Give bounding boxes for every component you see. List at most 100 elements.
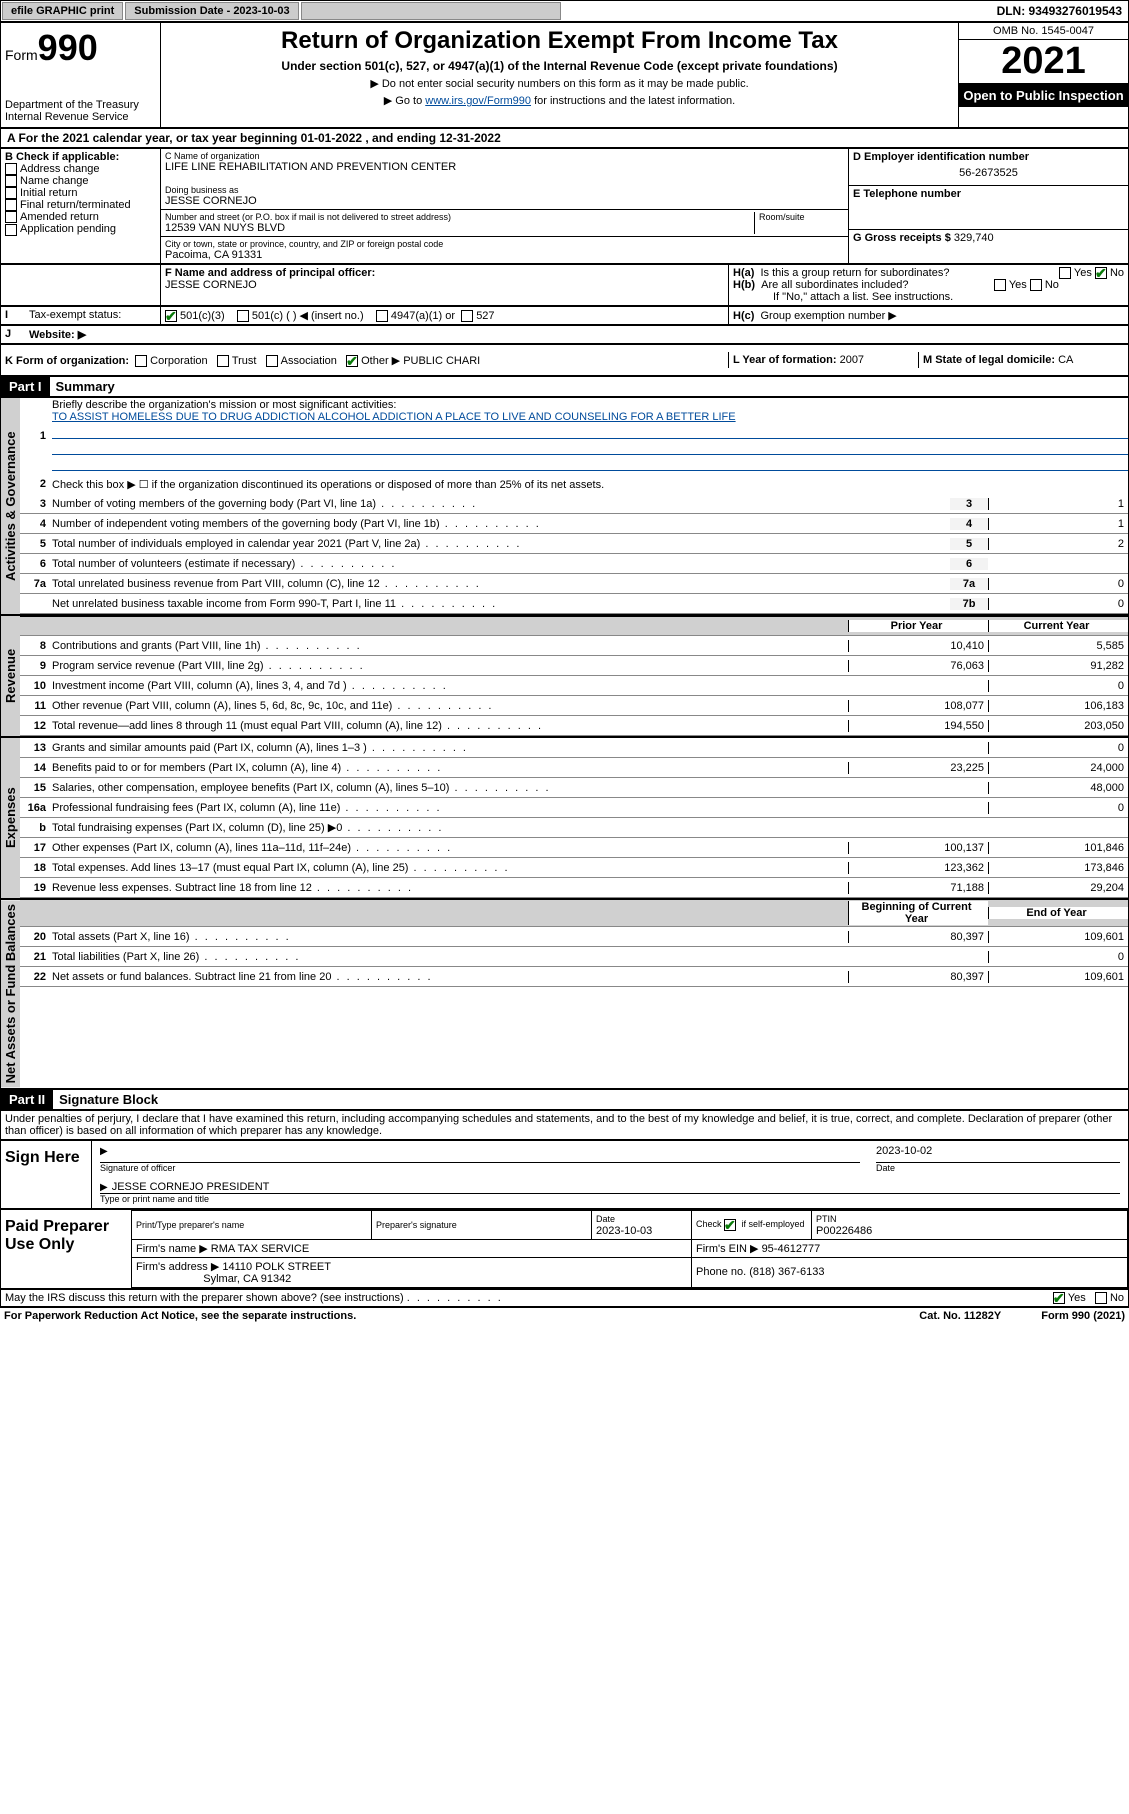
- chk-ha-yes[interactable]: [1059, 267, 1071, 279]
- mission-text: TO ASSIST HOMELESS DUE TO DRUG ADDICTION…: [52, 411, 736, 423]
- i-label: Tax-exempt status:: [25, 307, 161, 324]
- tax-year: 2021: [959, 40, 1128, 84]
- part1-title: Summary: [50, 379, 115, 394]
- sig-officer-label: Signature of officer: [100, 1163, 860, 1173]
- summary-line-6: 6Total number of volunteers (estimate if…: [20, 554, 1128, 574]
- no-label: No: [1110, 267, 1124, 279]
- part2-badge: Part II: [1, 1090, 53, 1109]
- chk-corp[interactable]: [135, 355, 147, 367]
- preparer-table: Print/Type preparer's name Preparer's si…: [131, 1210, 1128, 1288]
- efile-print-button[interactable]: efile GRAPHIC print: [2, 2, 123, 20]
- yes-label-3: Yes: [1068, 1292, 1086, 1304]
- hdr-end-year: End of Year: [988, 907, 1128, 919]
- firm-ein-value: 95-4612777: [762, 1243, 821, 1255]
- firm-phone-value: (818) 367-6133: [749, 1266, 824, 1278]
- irs-link[interactable]: www.irs.gov/Form990: [425, 95, 531, 107]
- submission-date-button[interactable]: Submission Date - 2023-10-03: [125, 2, 298, 20]
- k-other-value: PUBLIC CHARI: [403, 355, 480, 367]
- chk-hb-no[interactable]: [1030, 279, 1042, 291]
- firm-addr-label: Firm's address ▶: [136, 1261, 219, 1273]
- summary-line-15: 15Salaries, other compensation, employee…: [20, 778, 1128, 798]
- summary-line-9: 9Program service revenue (Part VIII, lin…: [20, 656, 1128, 676]
- opt-501c3: 501(c)(3): [180, 310, 225, 322]
- opt-amended: Amended return: [20, 211, 99, 223]
- g-label: G Gross receipts $: [853, 232, 951, 244]
- chk-501c3[interactable]: [165, 310, 177, 322]
- m-label: M State of legal domicile:: [923, 354, 1055, 366]
- discuss-text: May the IRS discuss this return with the…: [5, 1292, 404, 1304]
- room-label: Room/suite: [759, 212, 844, 222]
- no-label-3: No: [1110, 1292, 1124, 1304]
- chk-discuss-yes[interactable]: [1053, 1292, 1065, 1304]
- chk-initial-return[interactable]: [5, 187, 17, 199]
- firm-addr1: 14110 POLK STREET: [222, 1261, 331, 1273]
- opt-final-return: Final return/terminated: [20, 199, 131, 211]
- no-label-2: No: [1045, 279, 1059, 291]
- part2-title: Signature Block: [53, 1092, 158, 1107]
- expenses-section: Expenses 13Grants and similar amounts pa…: [0, 737, 1129, 899]
- chk-address-change[interactable]: [5, 163, 17, 175]
- h-a-row: H(a) Is this a group return for subordin…: [733, 267, 1124, 279]
- ptin-value: P00226486: [816, 1225, 872, 1237]
- officer-signature-line[interactable]: [100, 1145, 860, 1163]
- f-label: F Name and address of principal officer:: [165, 267, 375, 279]
- p-check-label: Check if self-employed: [696, 1219, 805, 1229]
- city-label: City or town, state or province, country…: [165, 239, 844, 249]
- gross-receipts: 329,740: [954, 232, 994, 244]
- form-title: Return of Organization Exempt From Incom…: [169, 27, 950, 55]
- yes-label-2: Yes: [1009, 279, 1027, 291]
- summary-line-11: 11Other revenue (Part VIII, column (A), …: [20, 696, 1128, 716]
- paid-preparer-block: Paid Preparer Use Only Print/Type prepar…: [0, 1209, 1129, 1289]
- chk-ha-no[interactable]: [1095, 267, 1107, 279]
- summary-line-13: 13Grants and similar amounts paid (Part …: [20, 738, 1128, 758]
- chk-trust[interactable]: [217, 355, 229, 367]
- opt-corp: Corporation: [150, 355, 207, 367]
- mission-line-2: [52, 425, 1128, 439]
- chk-app-pending[interactable]: [5, 224, 17, 236]
- dba-label: Doing business as: [165, 185, 844, 195]
- part1-header-row: Part I Summary: [0, 376, 1129, 397]
- firm-ein-label: Firm's EIN ▶: [696, 1243, 759, 1255]
- opt-initial-return: Initial return: [20, 187, 77, 199]
- chk-amended[interactable]: [5, 211, 17, 223]
- summary-line-21: 21Total liabilities (Part X, line 26)0: [20, 947, 1128, 967]
- summary-line-b: bTotal fundraising expenses (Part IX, co…: [20, 818, 1128, 838]
- mission-line-3: [52, 441, 1128, 455]
- footer-left: For Paperwork Reduction Act Notice, see …: [4, 1310, 356, 1322]
- chk-527[interactable]: [461, 310, 473, 322]
- firm-name-value: RMA TAX SERVICE: [211, 1243, 309, 1255]
- ssn-note: ▶ Do not enter social security numbers o…: [169, 77, 950, 90]
- revenue-section: Revenue Prior Year Current Year 8Contrib…: [0, 615, 1129, 737]
- p-date-value: 2023-10-03: [596, 1225, 652, 1237]
- opt-other: Other ▶: [361, 355, 400, 367]
- signature-block: Sign Here Signature of officer 2023-10-0…: [0, 1140, 1129, 1209]
- d-label: D Employer identification number: [853, 151, 1029, 163]
- part2-header-row: Part II Signature Block: [0, 1089, 1129, 1110]
- opt-4947: 4947(a)(1) or: [391, 310, 455, 322]
- activities-governance-section: Activities & Governance 1 Briefly descri…: [0, 397, 1129, 615]
- summary-line-8: 8Contributions and grants (Part VIII, li…: [20, 636, 1128, 656]
- chk-name-change[interactable]: [5, 175, 17, 187]
- m-value: CA: [1058, 354, 1073, 366]
- chk-hb-yes[interactable]: [994, 279, 1006, 291]
- chk-4947[interactable]: [376, 310, 388, 322]
- summary-line-10: 10Investment income (Part VIII, column (…: [20, 676, 1128, 696]
- sections-f-h: F Name and address of principal officer:…: [0, 264, 1129, 306]
- line2-text: Check this box ▶ ☐ if the organization d…: [52, 478, 1128, 491]
- chk-discuss-no[interactable]: [1095, 1292, 1107, 1304]
- street-address: 12539 VAN NUYS BLVD: [165, 222, 754, 234]
- chk-assoc[interactable]: [266, 355, 278, 367]
- net-assets-section: Net Assets or Fund Balances Beginning of…: [0, 899, 1129, 1088]
- sig-date-label: Date: [876, 1163, 1120, 1173]
- summary-line-22: 22Net assets or fund balances. Subtract …: [20, 967, 1128, 987]
- summary-line-16a: 16aProfessional fundraising fees (Part I…: [20, 798, 1128, 818]
- chk-self-employed[interactable]: [724, 1219, 736, 1231]
- section-i-row: I Tax-exempt status: 501(c)(3) 501(c) ( …: [0, 306, 1129, 325]
- sections-b-to-g: B Check if applicable: Address change Na…: [0, 148, 1129, 264]
- chk-501c[interactable]: [237, 310, 249, 322]
- j-label: Website: ▶: [29, 329, 86, 341]
- chk-other[interactable]: [346, 355, 358, 367]
- summary-line-20: 20Total assets (Part X, line 16)80,39710…: [20, 927, 1128, 947]
- firm-phone-label: Phone no.: [696, 1266, 746, 1278]
- chk-final-return[interactable]: [5, 199, 17, 211]
